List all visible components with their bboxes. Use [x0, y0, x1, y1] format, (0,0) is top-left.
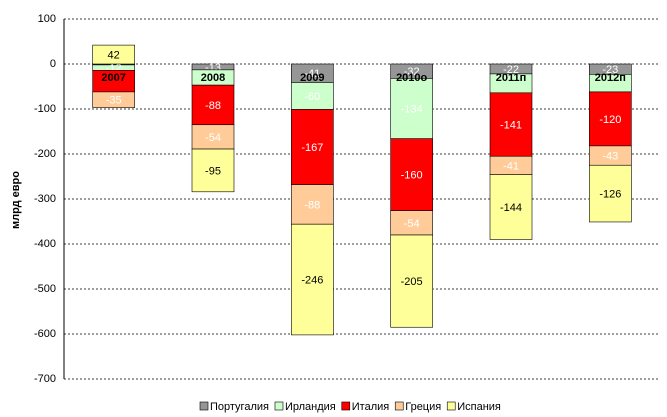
- legend-label: Ирландия: [285, 401, 336, 413]
- bar-segment: [489, 174, 533, 240]
- data-label: -22: [503, 64, 519, 76]
- data-label: -246: [301, 274, 323, 286]
- data-label: 42: [108, 49, 120, 61]
- data-label: -95: [205, 165, 221, 177]
- data-label: -54: [404, 218, 420, 230]
- bar-segment: [291, 109, 334, 185]
- y-tick-label: -400: [34, 238, 56, 250]
- data-label: -141: [500, 119, 522, 131]
- x-tick-label: 2011п: [496, 72, 527, 84]
- bar-segment: [390, 210, 433, 236]
- y-axis-label: млрд евро: [10, 171, 22, 229]
- x-tick-label: 2009: [300, 72, 324, 84]
- bar-segment: [589, 164, 632, 223]
- data-label: -144: [500, 202, 522, 214]
- data-label: -54: [205, 132, 221, 144]
- data-label: -205: [401, 276, 423, 288]
- bar-segment: [291, 184, 334, 225]
- data-label: -167: [301, 142, 323, 154]
- x-tick-label: 2007: [101, 72, 125, 84]
- legend-label: Испания: [457, 401, 501, 413]
- bar-segment: [291, 82, 334, 110]
- data-label: -134: [401, 103, 423, 115]
- x-tick-label: 2012п: [595, 72, 626, 84]
- y-tick-label: 0: [50, 58, 56, 70]
- bar-segment: [92, 44, 135, 65]
- y-tick-label: -300: [34, 193, 56, 205]
- legend-label: Италия: [352, 401, 390, 413]
- bar-segment: [390, 234, 433, 328]
- legend-label: Греция: [405, 401, 441, 413]
- y-tick-label: 100: [38, 13, 56, 25]
- data-label: -60: [304, 91, 320, 103]
- data-label: -23: [602, 64, 618, 76]
- data-label: -126: [599, 189, 621, 201]
- data-label: -41: [304, 68, 320, 80]
- legend-swatch: [274, 401, 284, 411]
- y-tick-label: -600: [34, 328, 56, 340]
- data-label: -160: [401, 170, 423, 182]
- y-tick-label: -500: [34, 283, 56, 295]
- bar-segment: [191, 148, 235, 193]
- bar-segment: [291, 223, 334, 336]
- legend-swatch: [199, 401, 209, 411]
- legend-swatch: [394, 401, 404, 411]
- data-label: -32: [404, 66, 420, 78]
- bar-segment: [390, 78, 433, 140]
- data-label: -43: [602, 150, 618, 162]
- data-label: -41: [503, 160, 519, 172]
- bar-segment: [390, 138, 433, 211]
- data-label: -35: [106, 95, 122, 107]
- legend-swatch: [341, 401, 351, 411]
- bar-segment: [191, 124, 235, 150]
- y-tick-label: -200: [34, 148, 56, 160]
- bar-segment: [589, 91, 632, 147]
- data-label: -120: [599, 114, 621, 126]
- x-tick-label: 2010о: [396, 72, 427, 84]
- x-tick-label: 2008: [201, 72, 225, 84]
- y-tick-label: -100: [34, 103, 56, 115]
- bar-segment: [92, 91, 135, 108]
- legend-label: Португалия: [210, 401, 269, 413]
- data-label: -88: [304, 199, 320, 211]
- legend-swatch: [446, 401, 456, 411]
- bar-segment: [191, 84, 235, 126]
- y-tick-label: -700: [34, 373, 56, 385]
- data-label: -88: [205, 100, 221, 112]
